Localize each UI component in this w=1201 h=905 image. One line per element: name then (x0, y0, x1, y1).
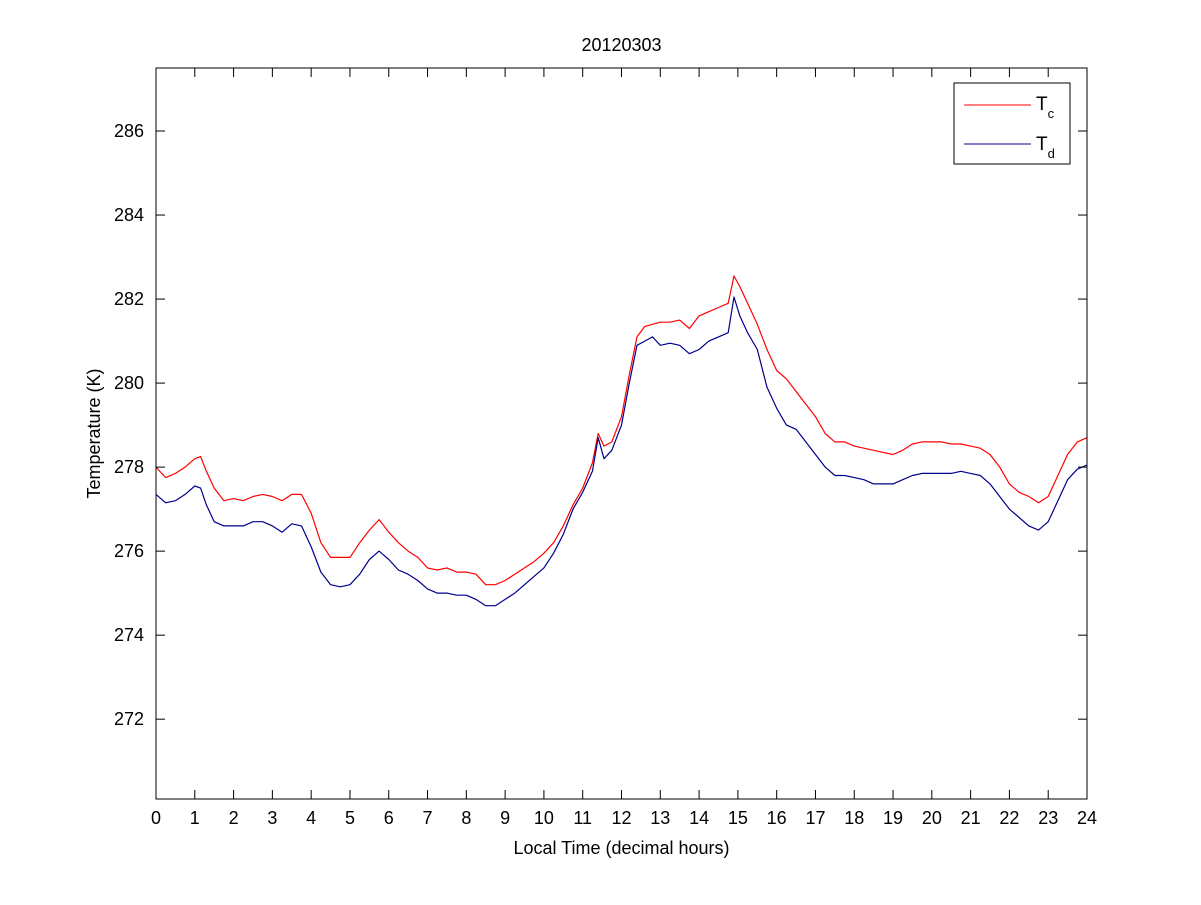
y-tick-label: 272 (114, 709, 144, 729)
x-tick-label: 18 (844, 808, 864, 828)
x-tick-label: 1 (190, 808, 200, 828)
x-tick-label: 9 (500, 808, 510, 828)
series-line-td (155, 296, 1088, 607)
legend-label-tc-subscript: c (1048, 106, 1055, 121)
x-tick-label: 3 (267, 808, 277, 828)
x-tick-label: 21 (961, 808, 981, 828)
x-tick-label: 6 (384, 808, 394, 828)
legend-label-td: Td (1036, 134, 1055, 161)
x-tick-label: 2 (229, 808, 239, 828)
x-tick-label: 19 (883, 808, 903, 828)
x-tick-label: 11 (573, 808, 592, 828)
y-tick-label: 276 (114, 541, 144, 561)
x-tick-label: 16 (767, 808, 787, 828)
x-tick-label: 15 (728, 808, 748, 828)
x-tick-label: 24 (1077, 808, 1097, 828)
x-tick-label: 8 (461, 808, 471, 828)
legend-label-tc: Tc (1036, 94, 1055, 121)
x-tick-label: 20 (922, 808, 942, 828)
x-tick-label: 5 (345, 808, 355, 828)
x-tick-label: 10 (534, 808, 554, 828)
x-tick-label: 12 (611, 808, 631, 828)
y-tick-label: 286 (114, 121, 144, 141)
legend: Tc Td (953, 82, 1071, 165)
plot-area (156, 68, 1087, 799)
y-axis-label: Temperature (K) (84, 368, 104, 498)
x-tick-label: 4 (306, 808, 316, 828)
x-tick-label: 0 (151, 808, 161, 828)
y-tick-label: 278 (114, 457, 144, 477)
series-layer (155, 275, 1088, 607)
y-tick-label: 284 (114, 205, 144, 225)
chart-title: 20120303 (581, 35, 661, 55)
x-axis-label: Local Time (decimal hours) (513, 838, 729, 858)
legend-label-td-main: T (1036, 134, 1048, 155)
x-tick-label: 14 (689, 808, 709, 828)
legend-label-td-subscript: d (1048, 146, 1055, 161)
x-tick-label: 13 (650, 808, 670, 828)
x-tick-label: 17 (805, 808, 825, 828)
x-tick-label: 7 (423, 808, 433, 828)
y-tick-label: 280 (114, 373, 144, 393)
series-line-tc (155, 275, 1088, 586)
y-tick-label: 282 (114, 289, 144, 309)
x-tick-label: 23 (1038, 808, 1058, 828)
legend-label-tc-main: T (1036, 94, 1048, 115)
legend-box (953, 82, 1071, 165)
ticks-layer: 0 1 2 3 4 5 6 7 8 9 10 11 12 13 14 15 16 17 18 19 20 21 22 23 24… (114, 68, 1097, 828)
y-tick-label: 274 (114, 625, 144, 645)
x-tick-label: 22 (999, 808, 1019, 828)
